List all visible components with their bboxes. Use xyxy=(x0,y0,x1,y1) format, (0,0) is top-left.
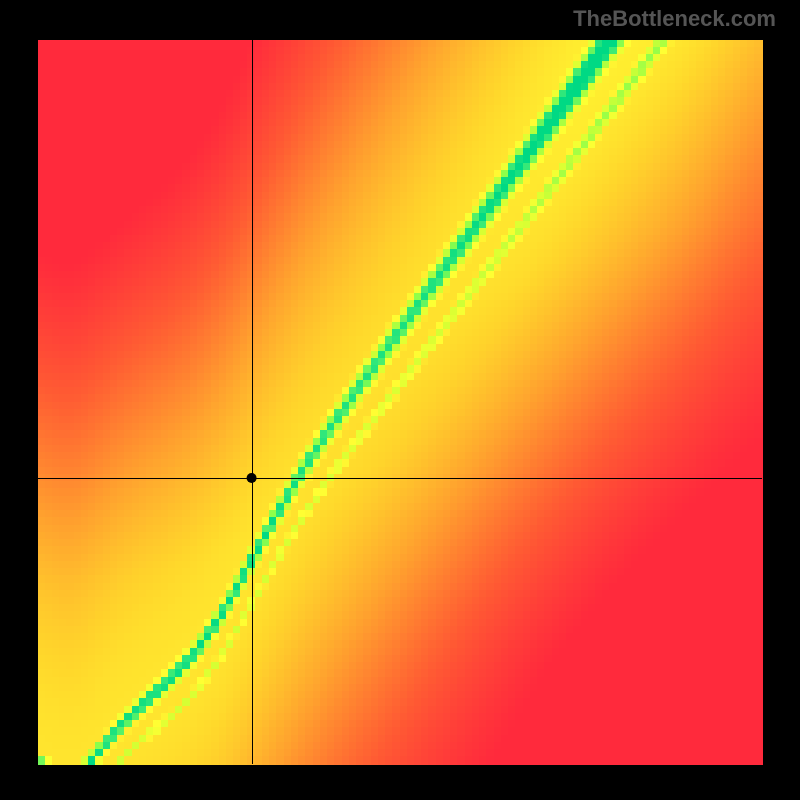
heatmap-canvas xyxy=(0,0,800,800)
watermark-text: TheBottleneck.com xyxy=(573,6,776,32)
chart-root: TheBottleneck.com xyxy=(0,0,800,800)
